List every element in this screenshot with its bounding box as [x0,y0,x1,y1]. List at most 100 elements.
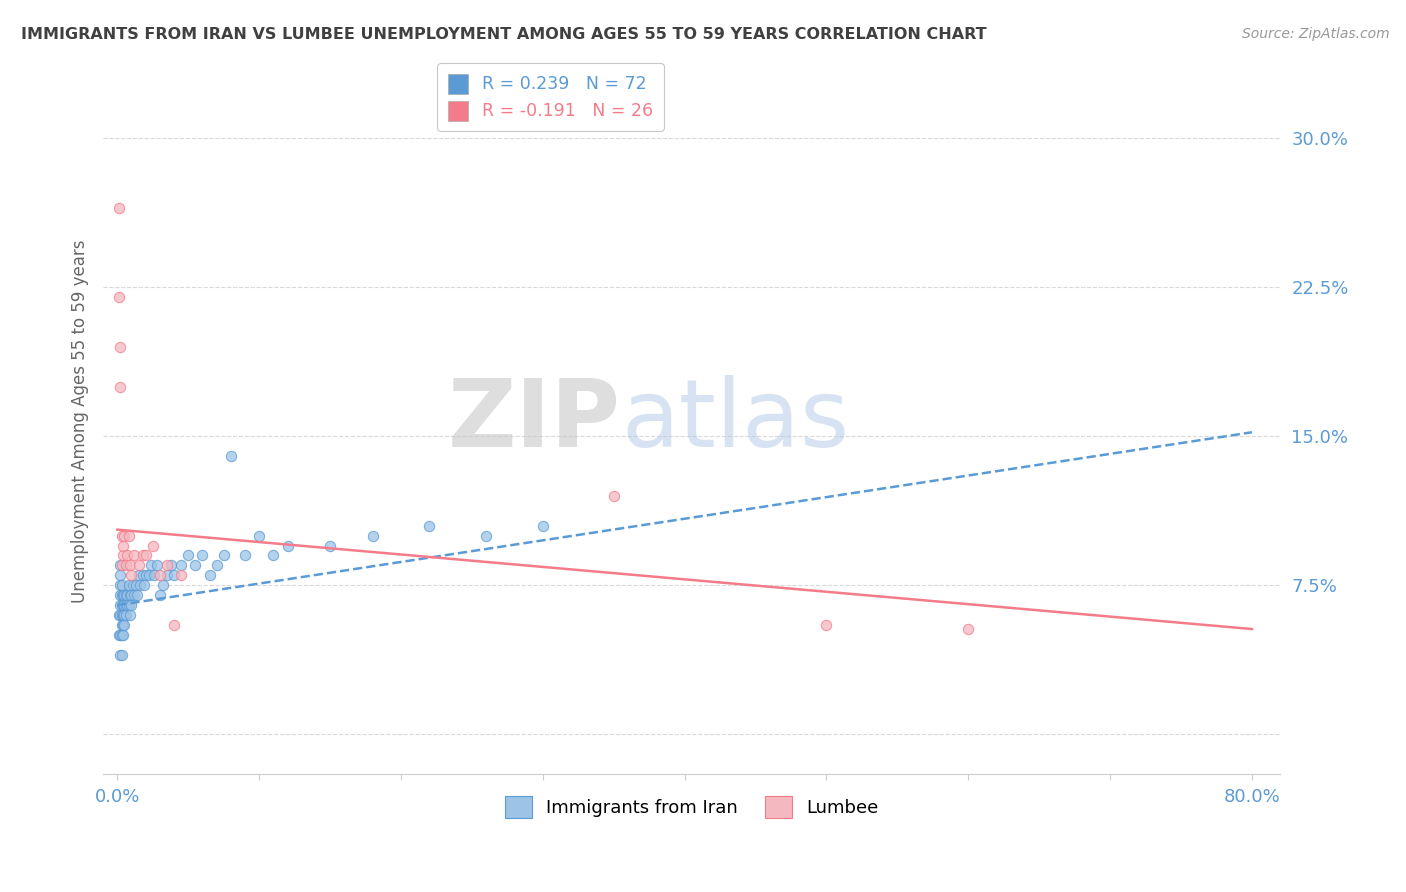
Point [107,628,129,642]
Point [110,588,132,602]
Point [233,549,256,563]
Point [111,598,134,612]
Point [156,568,179,582]
Point [110,578,132,592]
Point [121,588,143,602]
Point [361,528,384,542]
Point [124,588,146,602]
Text: ZIP: ZIP [449,376,621,467]
Point [107,201,129,215]
Point [112,528,135,542]
Text: Source: ZipAtlas.com: Source: ZipAtlas.com [1241,27,1389,41]
Point [120,608,142,623]
Point [170,568,193,582]
Point [111,588,134,602]
Point [149,588,172,602]
Point [111,539,134,553]
Point [124,549,146,563]
Point [142,539,165,553]
Point [112,618,135,632]
Point [132,568,155,582]
Point [219,449,242,463]
Point [114,558,136,573]
Point [128,568,150,582]
Point [107,608,129,623]
Point [118,598,141,612]
Point [198,568,221,582]
Point [319,539,342,553]
Point [111,608,134,623]
Point [110,608,132,623]
Point [110,558,132,573]
Point [108,598,131,612]
Point [112,598,135,612]
Point [112,588,135,602]
Point [111,618,134,632]
Point [115,549,138,563]
Legend: Immigrants from Iran, Lumbee: Immigrants from Iran, Lumbee [498,789,886,825]
Point [108,588,131,602]
Point [122,578,145,592]
Point [170,558,193,573]
Point [110,628,132,642]
Point [111,549,134,563]
Point [163,568,186,582]
Point [125,578,148,592]
Point [120,558,142,573]
Point [121,568,143,582]
Point [603,489,626,503]
Point [957,622,980,636]
Point [108,608,131,623]
Point [212,549,235,563]
Point [108,340,131,354]
Point [115,598,138,612]
Point [121,598,143,612]
Text: IMMIGRANTS FROM IRAN VS LUMBEE UNEMPLOYMENT AMONG AGES 55 TO 59 YEARS CORRELATIO: IMMIGRANTS FROM IRAN VS LUMBEE UNEMPLOYM… [21,27,987,42]
Point [160,558,183,573]
Point [108,578,131,592]
Y-axis label: Unemployment Among Ages 55 to 59 years: Unemployment Among Ages 55 to 59 years [72,240,89,603]
Point [108,558,131,573]
Point [110,528,132,542]
Point [418,518,440,533]
Point [112,608,135,623]
Point [205,558,228,573]
Point [146,558,169,573]
Point [128,558,150,573]
Point [163,618,186,632]
Point [134,578,156,592]
Point [120,588,142,602]
Point [108,379,131,393]
Point [108,628,131,642]
Point [111,628,134,642]
Point [152,578,174,592]
Point [276,539,298,553]
Point [184,558,207,573]
Point [156,558,179,573]
Point [262,549,284,563]
Point [107,290,129,304]
Point [118,578,141,592]
Point [177,549,200,563]
Point [108,648,131,662]
Point [143,568,166,582]
Point [118,528,141,542]
Point [247,528,270,542]
Point [475,528,498,542]
Text: atlas: atlas [621,376,849,467]
Point [191,549,214,563]
Point [110,618,132,632]
Point [141,558,163,573]
Point [114,608,136,623]
Point [149,568,172,582]
Point [108,568,131,582]
Point [127,588,149,602]
Point [135,549,157,563]
Point [135,568,157,582]
Point [114,598,136,612]
Point [815,618,838,632]
Point [110,648,132,662]
Point [114,588,136,602]
Point [115,588,138,602]
Point [110,598,132,612]
